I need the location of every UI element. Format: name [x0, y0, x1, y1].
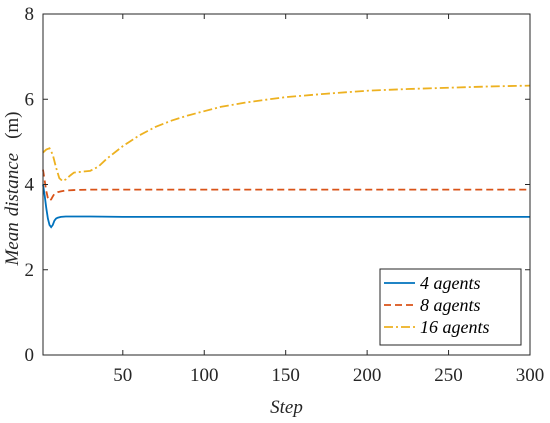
x-tick-label: 200 [353, 365, 382, 386]
legend-label: 4 agents [420, 273, 481, 293]
x-tick-label: 150 [271, 365, 300, 386]
x-tick-label: 300 [516, 365, 545, 386]
y-tick-label: 2 [25, 260, 35, 281]
y-axis-label: Mean distance (m) [2, 111, 23, 266]
y-axis-label-part: Mean [2, 222, 23, 266]
x-tick-label: 50 [113, 365, 132, 386]
x-tick-label: 250 [434, 365, 463, 386]
y-tick-label: 0 [25, 345, 35, 366]
legend-label: 8 agents [420, 295, 481, 315]
legend-label: 16 agents [420, 317, 490, 337]
ticks-layer: 50 100 150 200 250 300 0 2 4 6 8 [25, 4, 545, 386]
y-tick-label: 4 [25, 175, 35, 196]
y-tick-label: 6 [25, 89, 35, 110]
series-line-2 [42, 169, 530, 203]
x-tick-label: 100 [190, 365, 219, 386]
series-line-3 [42, 84, 531, 183]
series-line-1 [42, 184, 530, 229]
x-axis-label: Step [270, 397, 303, 418]
y-axis-label-part: (m) [2, 111, 23, 138]
y-axis-label-part: distance [2, 153, 23, 216]
y-tick-label: 8 [25, 4, 35, 25]
legend-box [379, 268, 522, 346]
series-layer [42, 84, 531, 229]
